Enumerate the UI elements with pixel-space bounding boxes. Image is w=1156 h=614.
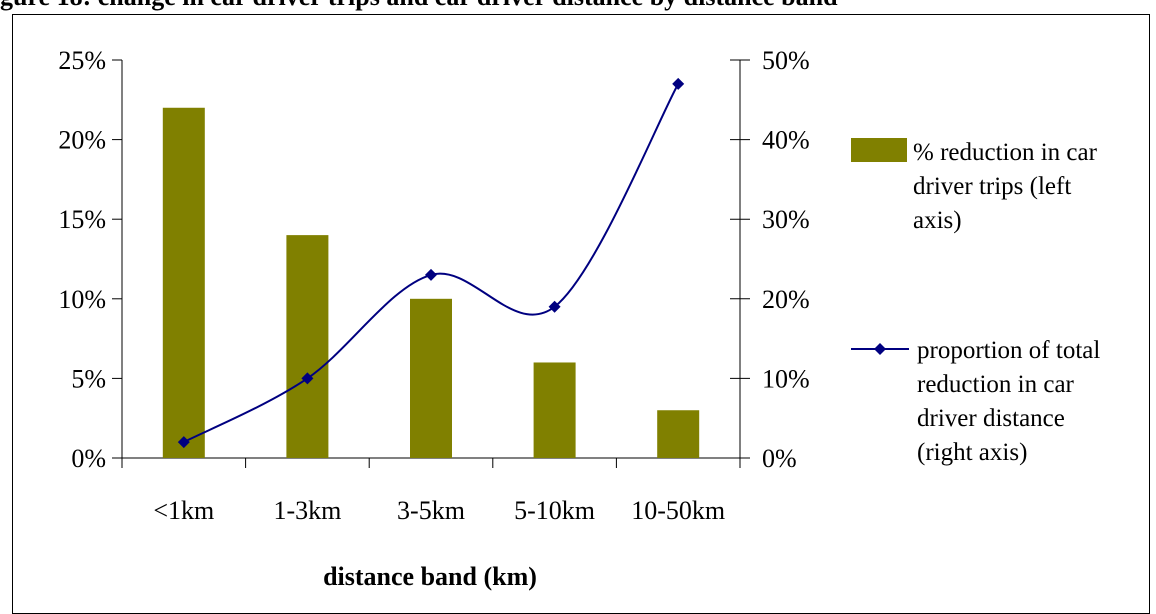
legend-swatch-bar (851, 138, 907, 162)
line-point (672, 77, 685, 90)
bar (286, 235, 329, 458)
left-tick-label: 15% (58, 205, 106, 234)
left-tick-label: 25% (58, 46, 106, 75)
left-tick-label: 0% (71, 444, 106, 473)
x-axis-title: distance band (km) (323, 562, 537, 591)
legend-label-line: reduction in car (917, 371, 1075, 398)
left-tick-label: 10% (58, 285, 106, 314)
legend-label-bar: driver trips (left (913, 173, 1071, 200)
x-tick-label: <1km (153, 496, 214, 525)
bar (162, 107, 205, 458)
right-tick-label: 50% (762, 46, 810, 75)
line-point (301, 372, 314, 385)
figure-caption: gure 18: change in car driver trips and … (0, 0, 838, 12)
right-tick-label: 30% (762, 205, 810, 234)
line-point (425, 268, 437, 281)
x-tick-label: 1-3km (273, 496, 341, 525)
bar (410, 298, 452, 458)
right-tick-label: 20% (762, 285, 810, 314)
x-tick-label: 3-5km (397, 496, 465, 525)
line-series (177, 77, 685, 449)
line-point (548, 300, 561, 313)
legend-label-bar: % reduction in car (913, 139, 1098, 166)
x-tick-label: 10-50km (631, 496, 725, 525)
legend-label-bar: axis) (913, 207, 962, 234)
left-tick-label: 5% (71, 364, 106, 393)
legend-label-line: driver distance (917, 405, 1065, 432)
right-tick-label: 0% (762, 444, 797, 473)
bar (533, 362, 576, 458)
right-tick-label: 40% (762, 126, 810, 155)
right-tick-label: 10% (762, 364, 810, 393)
legend-label-line: proportion of total (917, 337, 1100, 364)
line-point (177, 436, 190, 449)
legend: % reduction in car driver trips (left axis… (851, 138, 1100, 466)
bars (162, 107, 700, 458)
legend-marker (874, 343, 886, 355)
left-tick-label: 20% (58, 126, 106, 155)
legend-label-line: (right axis) (917, 439, 1027, 466)
axes: 0% 5% 10% 15% 20% 25% 0% 10% 20% 30% 40% 50% <1km 1-3… (58, 46, 809, 525)
bar (657, 410, 700, 458)
series-line (183, 83, 680, 443)
x-tick-label: 5-10km (514, 496, 595, 525)
